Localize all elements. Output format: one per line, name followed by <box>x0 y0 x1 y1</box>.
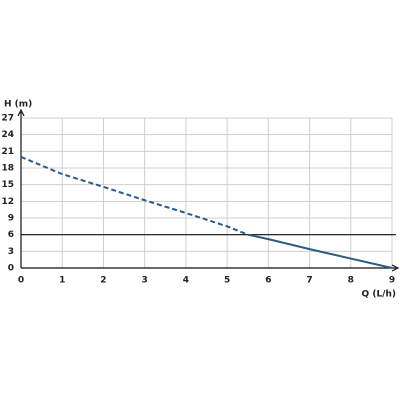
y-tick-label: 3 <box>8 247 14 257</box>
y-tick-label: 21 <box>1 147 14 157</box>
x-tick-label: 1 <box>59 276 65 286</box>
x-axis-arrow <box>391 264 400 272</box>
x-tick-label: 9 <box>389 276 395 286</box>
y-tick-label: 6 <box>8 230 14 240</box>
y-tick-label: 12 <box>1 197 14 207</box>
x-tick-label: 6 <box>265 276 271 286</box>
y-tick-label: 15 <box>1 180 14 190</box>
x-tick-label: 2 <box>100 276 106 286</box>
pump-curve <box>247 233 393 269</box>
y-tick-label: 18 <box>1 164 14 174</box>
x-axis-label: Q (L/h) <box>362 290 396 300</box>
y-tick-label: 24 <box>1 130 14 140</box>
x-tick-label: 4 <box>183 276 189 286</box>
x-tick-label: 7 <box>306 276 312 286</box>
y-axis-label: H (m) <box>4 100 32 110</box>
x-tick-label: 8 <box>348 276 354 286</box>
x-tick-label: 3 <box>142 276 148 286</box>
y-tick-label: 27 <box>1 114 14 124</box>
y-axis-arrow <box>17 108 25 117</box>
y-tick-label: 9 <box>8 214 14 224</box>
y-tick-label: 0 <box>8 264 14 274</box>
x-tick-label: 0 <box>18 276 24 286</box>
pump-curve <box>20 155 249 236</box>
x-tick-label: 5 <box>224 276 230 286</box>
